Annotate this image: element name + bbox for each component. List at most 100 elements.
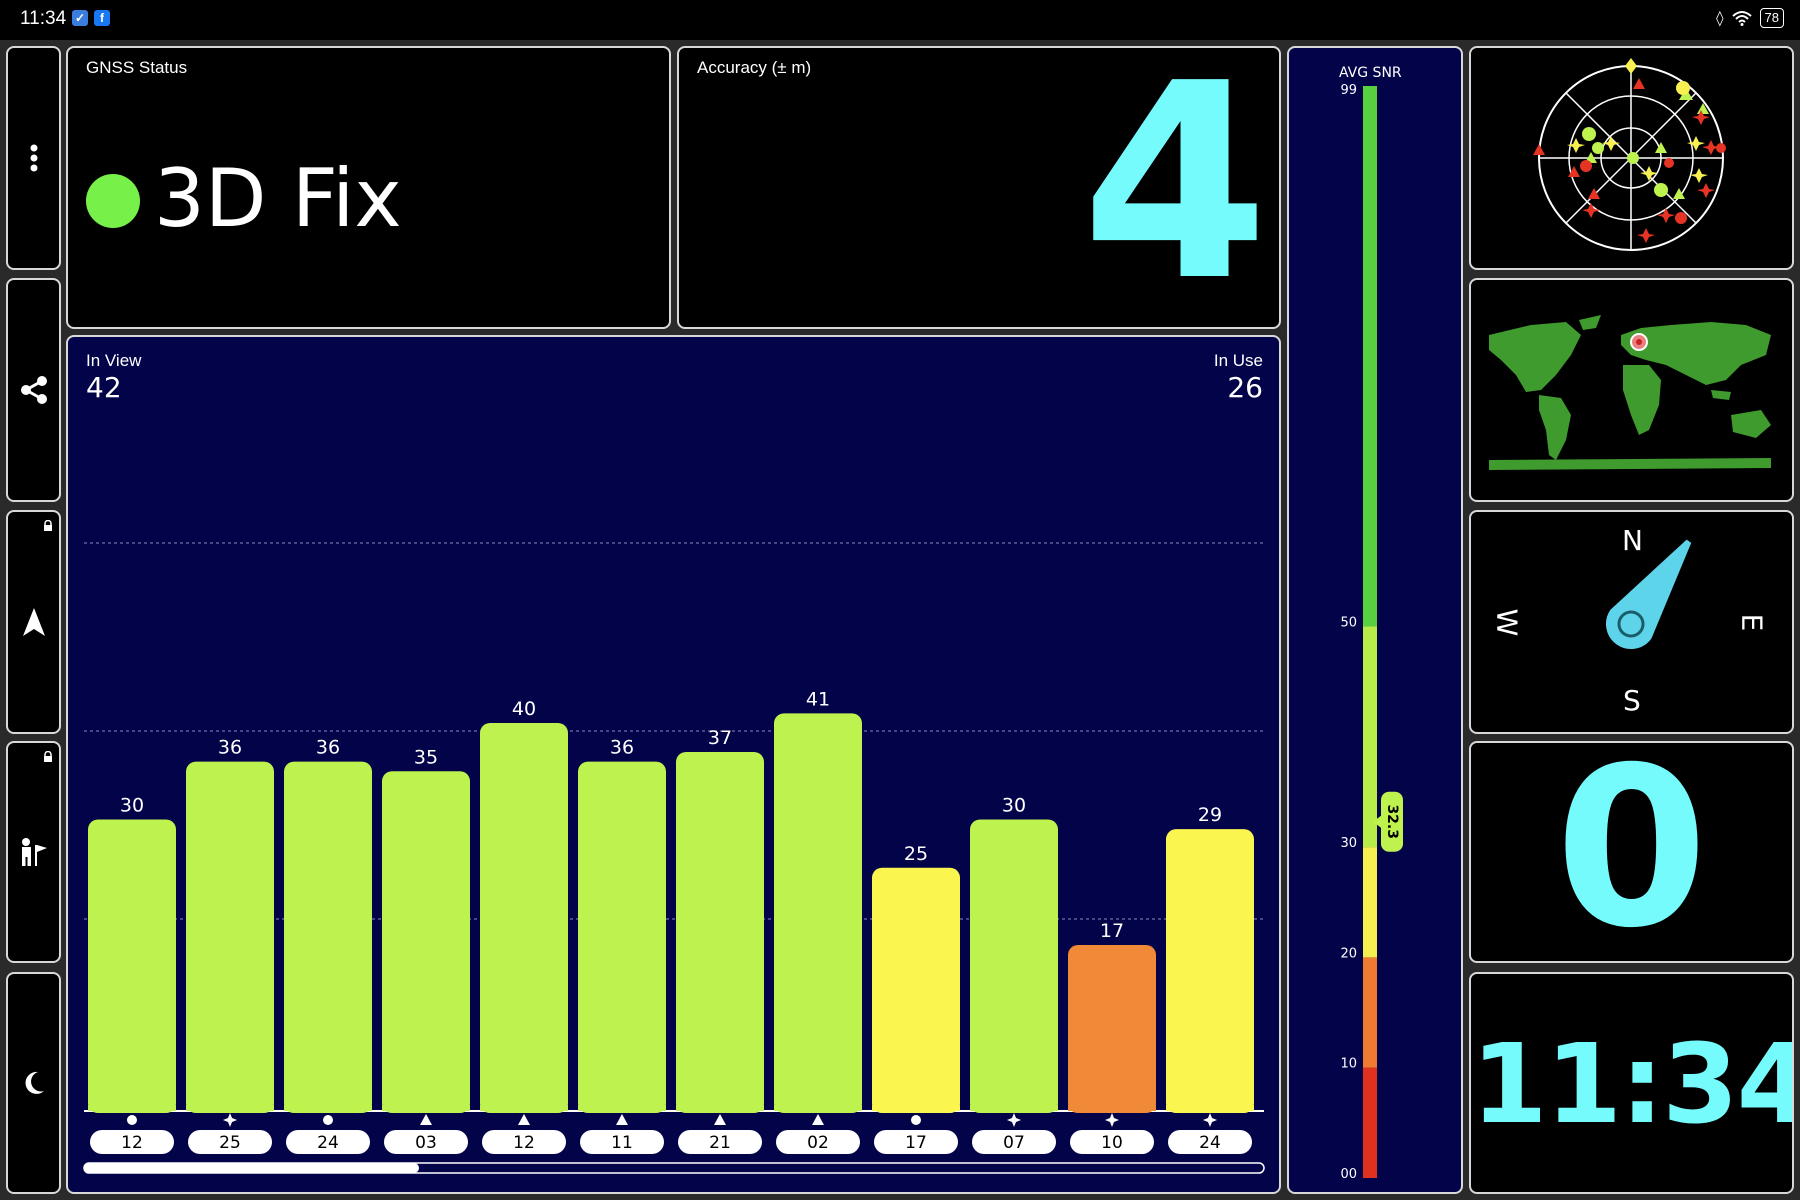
hiker-flag-icon bbox=[21, 838, 47, 866]
snr-tick-label: 30 bbox=[1340, 836, 1357, 851]
prn-pill bbox=[1070, 1130, 1154, 1154]
snr-bar bbox=[88, 819, 176, 1113]
prn-label: 12 bbox=[121, 1133, 143, 1153]
prn-pill bbox=[1168, 1130, 1252, 1154]
snr-bar bbox=[774, 713, 862, 1113]
satellite-bar-group: 36 24 bbox=[284, 737, 372, 1154]
snr-bar bbox=[480, 723, 568, 1113]
avg-snr-scale: AVG SNR 99 50 30 20 10 00 32.3 bbox=[1339, 65, 1403, 1182]
share-icon bbox=[20, 376, 47, 404]
prn-pill bbox=[188, 1130, 272, 1154]
snr-value-label: 40 bbox=[512, 698, 536, 720]
snr-bar bbox=[382, 771, 470, 1113]
snr-value-label: 41 bbox=[806, 688, 830, 710]
snr-value-label: 36 bbox=[316, 737, 340, 759]
snr-value-label: 29 bbox=[1198, 804, 1222, 826]
satellite-bar-group: 36 11 bbox=[578, 737, 666, 1154]
satellite-bar-group: 40 12 bbox=[480, 698, 568, 1154]
prn-label: 21 bbox=[709, 1133, 731, 1153]
facebook-icon: f bbox=[94, 10, 110, 26]
in-use-label: In Use bbox=[1213, 351, 1263, 370]
satellite-bar-group: 30 12 bbox=[88, 795, 176, 1154]
snr-bar bbox=[578, 761, 666, 1113]
prn-label: 10 bbox=[1101, 1133, 1123, 1153]
constellation-star-icon bbox=[223, 1113, 237, 1127]
speed-value: 0 bbox=[1554, 741, 1709, 963]
constellation-star-icon bbox=[1105, 1113, 1119, 1127]
snr-bar-base bbox=[88, 1105, 176, 1111]
night-mode-button[interactable] bbox=[6, 972, 61, 1194]
snr-value-label: 36 bbox=[218, 737, 242, 759]
avg-snr-value: 32.3 bbox=[1384, 804, 1400, 839]
world-map bbox=[1489, 315, 1771, 470]
snr-bar-base bbox=[186, 1105, 274, 1111]
snr-scale-segment bbox=[1363, 1067, 1377, 1178]
snr-value-label: 36 bbox=[610, 737, 634, 759]
constellation-triangle-icon bbox=[420, 1114, 432, 1125]
menu-button[interactable] bbox=[6, 46, 61, 270]
clock-value: 11:34 bbox=[1471, 1020, 1794, 1148]
share-button[interactable] bbox=[6, 278, 61, 502]
fix-status-value: 3D Fix bbox=[154, 152, 402, 245]
compass-north: N bbox=[1622, 524, 1643, 557]
snr-scale-segment bbox=[1363, 626, 1377, 848]
snr-value-label: 30 bbox=[1002, 795, 1026, 817]
prn-pill bbox=[482, 1130, 566, 1154]
speed-panel: 0 bbox=[1469, 741, 1794, 963]
prn-label: 24 bbox=[317, 1133, 339, 1153]
avg-snr-marker: 32.3 bbox=[1373, 791, 1403, 852]
snr-bar bbox=[284, 761, 372, 1113]
snr-bar-base bbox=[578, 1105, 666, 1111]
sky-plot bbox=[1533, 58, 1726, 251]
horizontal-scrollbar-thumb bbox=[84, 1163, 419, 1173]
vibrate-icon: ◊ bbox=[1716, 9, 1724, 27]
in-view-label: In View bbox=[86, 351, 142, 370]
snr-bar bbox=[1166, 829, 1254, 1113]
sky-plot-panel[interactable] bbox=[1469, 46, 1794, 270]
snr-tick-label: 20 bbox=[1340, 946, 1357, 961]
snr-bar bbox=[872, 867, 960, 1113]
accuracy-panel: Accuracy (± m) 4 bbox=[677, 46, 1281, 329]
compass-needle-icon bbox=[1606, 539, 1692, 649]
moon-icon bbox=[25, 1071, 44, 1094]
in-view-count: 42 bbox=[86, 371, 122, 404]
prn-label: 07 bbox=[1003, 1133, 1025, 1153]
constellation-triangle-icon bbox=[616, 1114, 628, 1125]
snr-bar-base bbox=[382, 1105, 470, 1111]
prn-label: 24 bbox=[1199, 1133, 1221, 1153]
avg-snr-pointer bbox=[1373, 815, 1381, 828]
gnss-status-label: GNSS Status bbox=[86, 58, 188, 77]
snr-value-label: 25 bbox=[904, 843, 928, 865]
snr-tick-label: 10 bbox=[1340, 1057, 1357, 1072]
satellite-snr-panel: In View 42 In Use 26 30 12 36 25 36 24 35 03 40 1… bbox=[66, 335, 1281, 1194]
snr-bar-base bbox=[872, 1105, 960, 1111]
avg-snr-badge bbox=[1381, 791, 1403, 852]
snr-scale-segment bbox=[1363, 847, 1377, 958]
hiking-mode-button[interactable] bbox=[6, 741, 61, 963]
snr-bar bbox=[186, 761, 274, 1113]
snr-bar-base bbox=[284, 1105, 372, 1111]
navigation-arrow-icon bbox=[22, 608, 45, 636]
snr-tick-label: 00 bbox=[1340, 1167, 1357, 1182]
snr-bar-chart: 30 12 36 25 36 24 35 03 40 12 36 11 37 21 41 02 25 17 30 07… bbox=[83, 542, 1265, 1174]
compass-panel[interactable]: N S E W bbox=[1469, 510, 1794, 734]
prn-pill bbox=[972, 1130, 1056, 1154]
avg-snr-label: AVG SNR bbox=[1339, 65, 1402, 81]
constellation-triangle-icon bbox=[518, 1114, 530, 1125]
snr-bar bbox=[970, 819, 1058, 1113]
world-map-panel[interactable] bbox=[1469, 278, 1794, 502]
satellite-bar-group: 29 24 bbox=[1166, 804, 1254, 1154]
prn-label: 11 bbox=[611, 1133, 633, 1153]
snr-value-label: 37 bbox=[708, 727, 732, 749]
constellation-triangle-icon bbox=[812, 1114, 824, 1125]
snr-value-label: 17 bbox=[1100, 920, 1124, 942]
navigation-button[interactable] bbox=[6, 510, 61, 734]
fix-indicator-dot bbox=[86, 174, 140, 228]
snr-bar-base bbox=[676, 1105, 764, 1111]
avg-snr-panel: AVG SNR 99 50 30 20 10 00 32.3 bbox=[1287, 46, 1463, 1194]
lock-icon bbox=[44, 751, 52, 762]
snr-tick-label: 99 bbox=[1340, 83, 1357, 98]
snr-scale-segment bbox=[1363, 86, 1377, 627]
lock-icon bbox=[44, 520, 52, 531]
battery-indicator: 78 bbox=[1759, 8, 1784, 28]
